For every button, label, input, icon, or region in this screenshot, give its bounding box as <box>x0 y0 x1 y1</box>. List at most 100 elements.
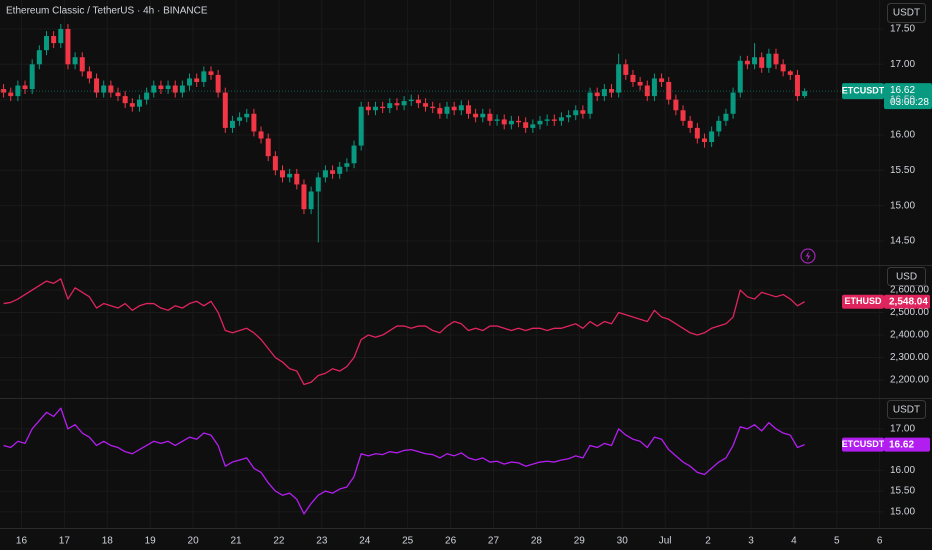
unit-button[interactable] <box>887 400 926 419</box>
x-tick-label: 24 <box>359 536 371 547</box>
candle-body <box>372 106 378 111</box>
candle-body <box>351 145 357 164</box>
candle-body <box>151 85 157 93</box>
candle-body <box>215 74 221 93</box>
alert-icon[interactable] <box>800 248 816 264</box>
x-tick-label: 3 <box>748 536 754 547</box>
candle-body <box>723 113 729 121</box>
y-tick-label: 2,600.00 <box>890 285 929 296</box>
candle-body <box>616 64 622 93</box>
candle-body <box>36 50 42 65</box>
last-price: 16.62 <box>890 85 915 96</box>
candle-body <box>437 108 443 114</box>
candle-body <box>630 74 636 82</box>
candle-body <box>802 91 808 97</box>
candle-body <box>237 117 243 121</box>
candle-body <box>773 53 779 65</box>
x-tick-label: 30 <box>617 536 629 547</box>
candle-body <box>258 131 264 139</box>
symbol-tag <box>842 294 884 309</box>
y-tick-label: 15.00 <box>890 200 915 211</box>
candle-body <box>251 113 257 132</box>
x-tick-label: 26 <box>445 536 457 547</box>
x-tick-label: 29 <box>574 536 586 547</box>
countdown: 03:00:28 <box>890 97 929 108</box>
candle-body <box>516 120 522 123</box>
candle-body <box>387 103 393 109</box>
candle-body <box>544 119 550 121</box>
candle-body <box>201 71 207 82</box>
candle-body <box>687 120 693 128</box>
candle-body <box>58 28 64 44</box>
candle-body <box>129 103 135 107</box>
candle-body <box>294 173 300 185</box>
y-tick-label: 16.50 <box>890 94 915 105</box>
y-tick-label: 17.50 <box>890 24 915 35</box>
x-tick-label: 4 <box>791 536 797 547</box>
candle-body <box>644 85 650 97</box>
x-tick-label: Jul <box>659 536 672 547</box>
candle-body <box>766 53 772 68</box>
candle-body <box>72 57 78 65</box>
x-tick-label: 5 <box>834 536 840 547</box>
candle-body <box>694 127 700 139</box>
candle-body <box>580 110 586 114</box>
marks <box>0 24 884 515</box>
candle-body <box>787 71 793 75</box>
candle-body <box>29 64 35 90</box>
x-tick-label: 16 <box>16 536 28 547</box>
x-tick-label: 2 <box>705 536 711 547</box>
grid <box>0 0 884 528</box>
candle-body <box>494 119 500 121</box>
candle-body <box>759 57 765 68</box>
candle-body <box>423 103 429 107</box>
candle-body <box>344 163 350 167</box>
chart-title: Ethereum Classic / TetherUS · 4h · BINAN… <box>6 6 208 17</box>
candle-body <box>444 106 450 114</box>
unit-button[interactable] <box>887 3 926 23</box>
candle-body <box>15 85 21 97</box>
price-tag <box>884 294 930 309</box>
price-tag <box>884 83 932 110</box>
candle-body <box>594 92 600 97</box>
candle-body <box>465 105 471 114</box>
candle-body <box>272 156 278 171</box>
candle-body <box>716 120 722 132</box>
unit-label[interactable]: USDT <box>893 405 920 416</box>
candle-body <box>752 57 758 65</box>
x-tick-label: 28 <box>531 536 543 547</box>
candle-body <box>165 85 171 90</box>
y-tick-label: 16.00 <box>890 465 915 476</box>
y-tick-label: 15.00 <box>890 506 915 517</box>
unit-button[interactable] <box>887 267 926 286</box>
candle-body <box>701 138 707 143</box>
candle-body <box>94 78 100 93</box>
candle-body <box>79 57 85 72</box>
candle-body <box>172 85 178 93</box>
candle-body <box>337 166 343 174</box>
candle-body <box>222 92 228 128</box>
last-value: 16.62 <box>889 439 914 450</box>
candle-body <box>108 85 114 93</box>
candle-body <box>601 89 607 97</box>
x-tick-label: 17 <box>59 536 71 547</box>
symbol-label: ETCUSDT <box>842 86 885 96</box>
y-tick-label: 2,500.00 <box>890 307 929 318</box>
candle-body <box>144 92 150 100</box>
y-tick-label: 17.00 <box>890 59 915 70</box>
y-tick-label: 2,300.00 <box>890 352 929 363</box>
unit-label[interactable]: USDT <box>893 8 920 19</box>
candle-body <box>623 64 629 75</box>
candle-body <box>122 96 128 104</box>
candle-body <box>115 92 121 97</box>
legend-label: ETCUSDT <box>842 439 885 449</box>
candle-body <box>380 106 386 109</box>
candle-body <box>265 138 271 157</box>
candle-body <box>322 170 328 178</box>
unit-label[interactable]: USD <box>896 272 917 283</box>
y-tick-label: 2,400.00 <box>890 330 929 341</box>
candle-body <box>415 99 421 104</box>
candle-body <box>451 106 457 111</box>
